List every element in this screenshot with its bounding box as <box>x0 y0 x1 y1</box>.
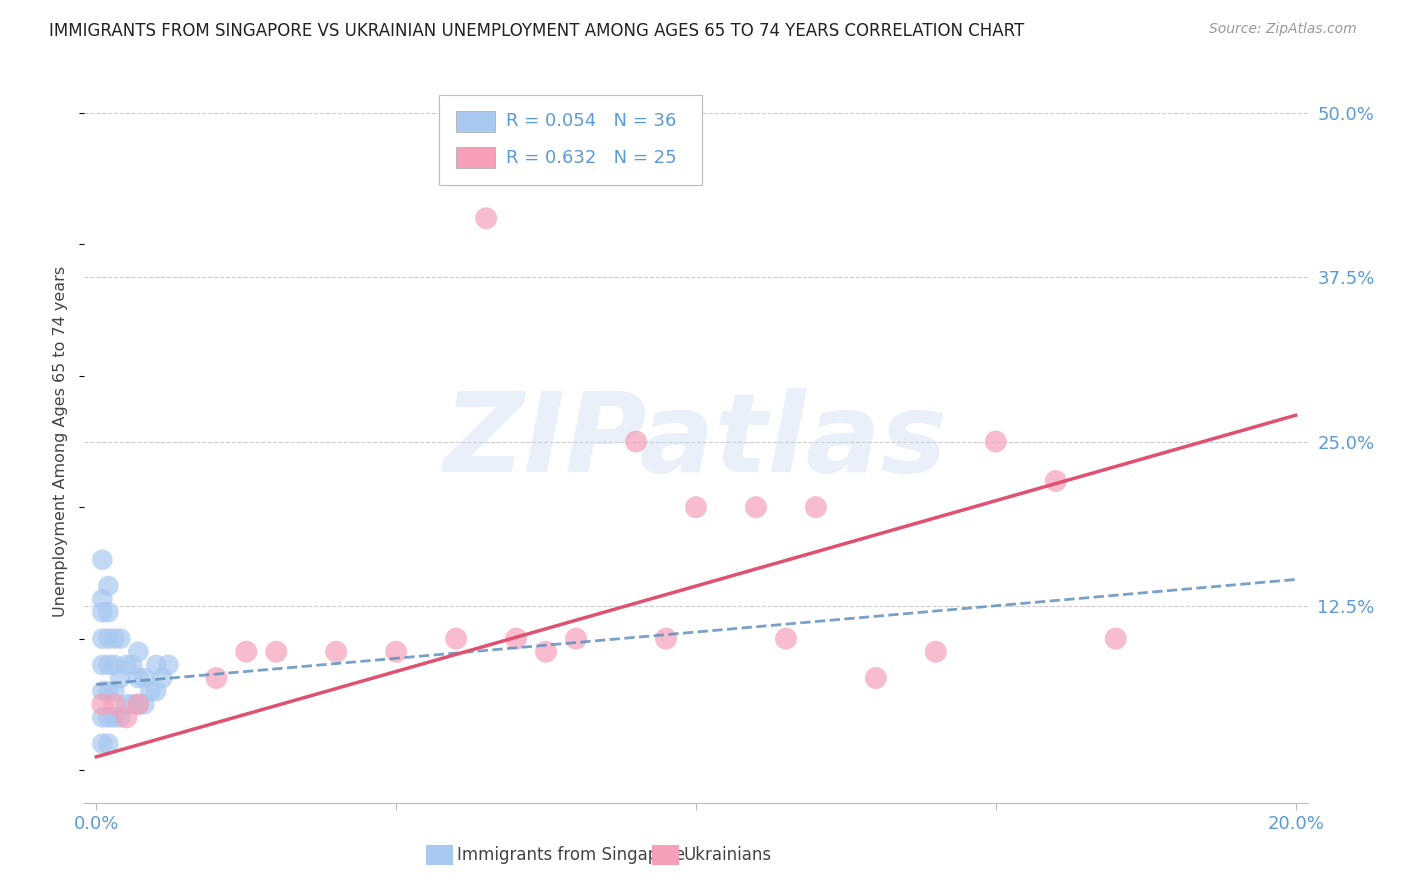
FancyBboxPatch shape <box>439 95 702 185</box>
Point <box>804 500 827 515</box>
Point <box>145 684 167 698</box>
Point <box>115 698 138 712</box>
Point <box>97 737 120 751</box>
Point <box>103 632 125 646</box>
Point <box>865 671 887 685</box>
Text: ZIPatlas: ZIPatlas <box>444 388 948 495</box>
Point <box>145 657 167 672</box>
Point <box>115 657 138 672</box>
Text: Ukrainians: Ukrainians <box>683 846 772 863</box>
Point <box>745 500 768 515</box>
Point <box>1105 632 1128 646</box>
Point <box>97 657 120 672</box>
Point <box>139 684 162 698</box>
Text: Immigrants from Singapore: Immigrants from Singapore <box>457 846 686 863</box>
FancyBboxPatch shape <box>456 111 495 132</box>
Point <box>984 434 1007 449</box>
Point <box>134 671 156 685</box>
Point <box>925 645 948 659</box>
Y-axis label: Unemployment Among Ages 65 to 74 years: Unemployment Among Ages 65 to 74 years <box>53 266 69 617</box>
Point <box>91 737 114 751</box>
Point <box>534 645 557 659</box>
Text: IMMIGRANTS FROM SINGAPORE VS UKRAINIAN UNEMPLOYMENT AMONG AGES 65 TO 74 YEARS CO: IMMIGRANTS FROM SINGAPORE VS UKRAINIAN U… <box>49 22 1025 40</box>
Point <box>110 632 132 646</box>
Point <box>235 645 257 659</box>
Point <box>624 434 647 449</box>
Point <box>103 698 125 712</box>
FancyBboxPatch shape <box>652 846 679 865</box>
Point <box>444 632 467 646</box>
Point <box>91 710 114 724</box>
Point <box>655 632 678 646</box>
FancyBboxPatch shape <box>426 846 453 865</box>
Point <box>134 698 156 712</box>
Point <box>127 671 149 685</box>
Point <box>91 684 114 698</box>
Point <box>157 657 180 672</box>
Point <box>115 710 138 724</box>
Point <box>150 671 173 685</box>
Point <box>97 579 120 593</box>
Point <box>475 211 498 226</box>
Point <box>97 710 120 724</box>
Point <box>110 710 132 724</box>
Point <box>103 657 125 672</box>
Point <box>91 657 114 672</box>
Point <box>110 671 132 685</box>
Point <box>385 645 408 659</box>
Point <box>97 632 120 646</box>
Point <box>97 605 120 619</box>
Point <box>505 632 527 646</box>
Point <box>91 698 114 712</box>
Point <box>205 671 228 685</box>
Point <box>103 710 125 724</box>
Point <box>565 632 588 646</box>
Point <box>91 605 114 619</box>
FancyBboxPatch shape <box>456 147 495 169</box>
Point <box>264 645 287 659</box>
Text: Source: ZipAtlas.com: Source: ZipAtlas.com <box>1209 22 1357 37</box>
Point <box>91 632 114 646</box>
Text: R = 0.054   N = 36: R = 0.054 N = 36 <box>506 112 676 130</box>
Point <box>685 500 707 515</box>
Point <box>121 657 143 672</box>
Point <box>325 645 347 659</box>
Point <box>121 698 143 712</box>
Point <box>775 632 797 646</box>
Text: R = 0.632   N = 25: R = 0.632 N = 25 <box>506 149 678 167</box>
Point <box>127 698 149 712</box>
Point <box>91 592 114 607</box>
Point <box>127 645 149 659</box>
Point <box>97 684 120 698</box>
Point <box>103 684 125 698</box>
Point <box>127 698 149 712</box>
Point <box>1045 474 1067 488</box>
Point <box>91 553 114 567</box>
